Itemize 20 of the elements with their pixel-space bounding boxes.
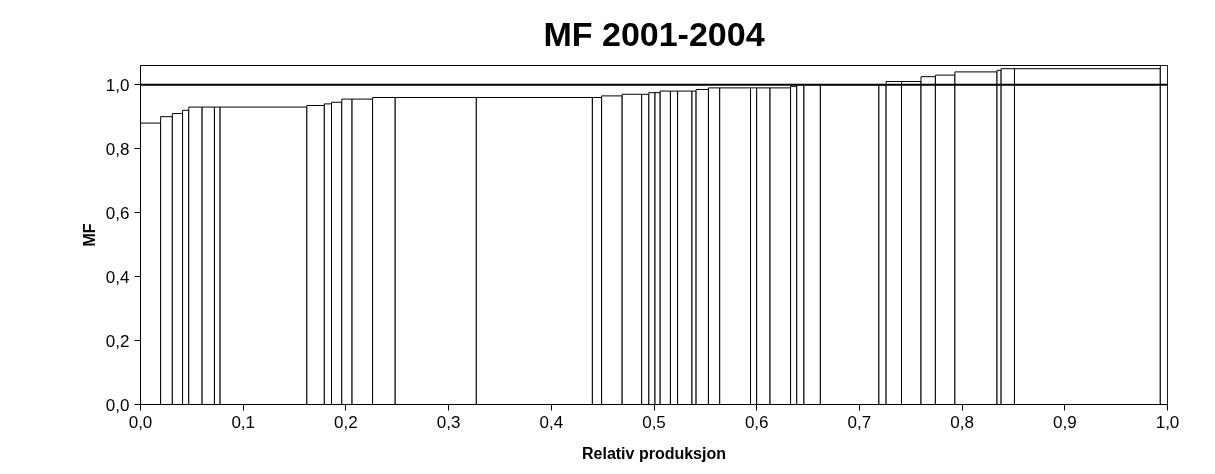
x-tick-label: 0,9 (1052, 412, 1077, 432)
x-tick-label: 0,1 (231, 412, 256, 432)
y-tick-label: 0,6 (105, 203, 130, 223)
x-tick-label: 0,5 (642, 412, 666, 432)
y-tick-label: 0,8 (105, 139, 130, 159)
y-axis-title: MF (80, 223, 98, 247)
x-tick-label: 0,3 (436, 412, 461, 432)
chart-title: MF 2001-2004 (543, 15, 765, 53)
x-tick-label: 0,6 (744, 412, 769, 432)
x-tick-label: 0,8 (950, 412, 974, 432)
y-tick-label: 0,4 (105, 267, 130, 287)
x-tick-label: 1,0 (1155, 412, 1180, 432)
y-tick-label: 0,2 (105, 331, 130, 351)
x-axis-title: Relativ produksjon (581, 444, 727, 462)
x-tick-label: 0,7 (847, 412, 872, 432)
y-tick-label: 0,0 (105, 395, 130, 415)
y-tick-label: 1,0 (105, 75, 130, 95)
x-tick-label: 0,4 (539, 412, 564, 432)
x-tick-label: 0,2 (334, 412, 358, 432)
x-tick-label: 0,0 (128, 412, 153, 432)
